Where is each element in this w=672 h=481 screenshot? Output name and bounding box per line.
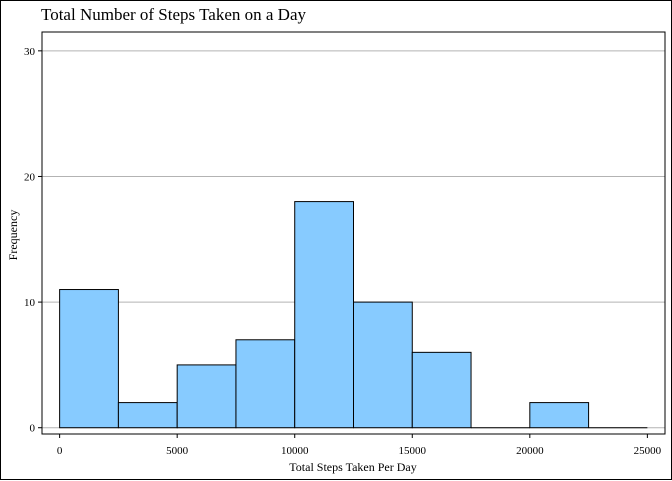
histogram-bar <box>59 289 119 429</box>
histogram-bars <box>59 201 648 429</box>
histogram-bar <box>235 339 296 429</box>
x-tick-label: 25000 <box>634 445 662 457</box>
y-tick-label: 20 <box>24 171 36 183</box>
x-tick-label: 5000 <box>166 445 189 457</box>
x-tick-label: 20000 <box>516 445 544 457</box>
histogram-bar <box>176 364 237 429</box>
plot-border <box>41 31 666 435</box>
x-tick-label: 10000 <box>281 445 309 457</box>
chart-title: Total Number of Steps Taken on a Day <box>41 5 306 24</box>
histogram-bar <box>411 351 472 429</box>
histogram-bar <box>294 201 354 429</box>
x-tick-label: 0 <box>57 445 63 457</box>
histogram-bar <box>529 402 590 429</box>
x-tick-label: 15000 <box>399 445 427 457</box>
histogram-bar <box>117 402 178 429</box>
axes: 0 10 20 30 0 5000 10000 15000 20000 25000 <box>24 31 666 457</box>
x-axis-label: Total Steps Taken Per Day <box>289 460 416 474</box>
histogram-bar <box>353 301 413 429</box>
y-tick-label: 10 <box>24 297 36 309</box>
y-axis-label: Frequency <box>6 210 20 261</box>
y-tick-label: 0 <box>30 423 36 435</box>
y-tick-label: 30 <box>24 46 36 58</box>
